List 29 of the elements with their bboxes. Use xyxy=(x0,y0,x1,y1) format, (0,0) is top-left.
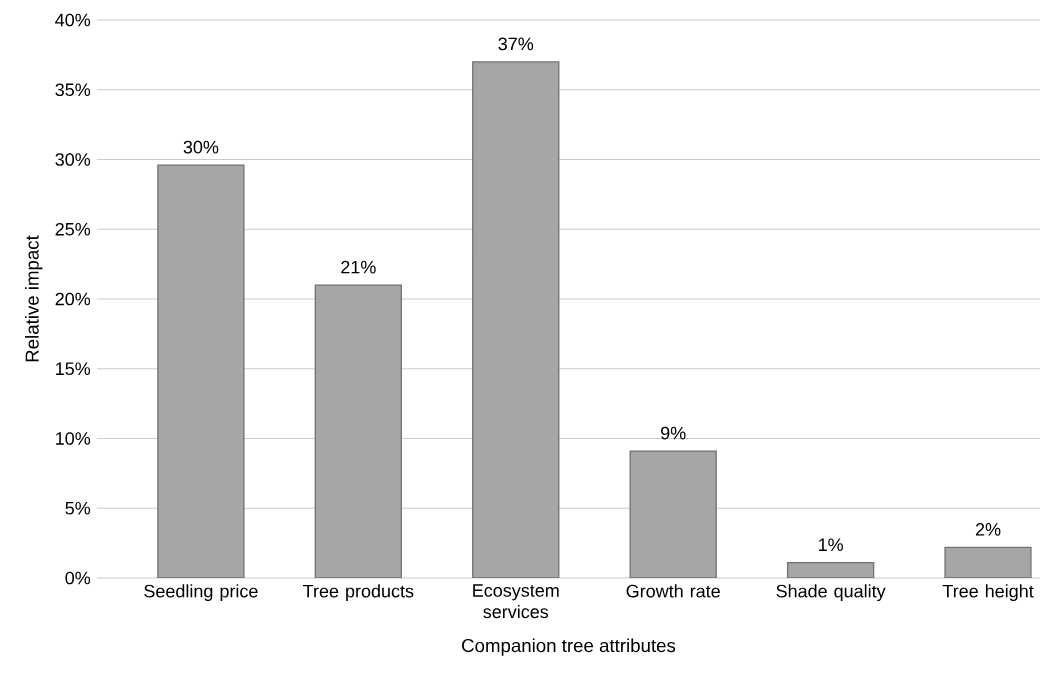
x-tick-label: Tree products xyxy=(303,584,414,602)
y-tick-label: 5% xyxy=(65,501,91,515)
x-tick-label: Ecosystem services xyxy=(473,584,559,619)
x-tick-label: Seedling price xyxy=(144,584,258,602)
data-label: 37% xyxy=(498,37,534,51)
x-tick-label: Growth rate xyxy=(626,584,720,598)
bar xyxy=(472,61,560,578)
bar xyxy=(629,450,717,578)
x-axis-title: Companion tree attributes xyxy=(462,638,676,656)
data-label: 21% xyxy=(341,260,376,274)
data-label: 2% xyxy=(975,523,1001,536)
y-axis-title: Relative impact xyxy=(25,235,43,362)
x-tick-label: Shade quality xyxy=(776,584,886,602)
data-label: 30% xyxy=(183,140,219,154)
bar xyxy=(314,284,402,578)
y-tick-label: 30% xyxy=(55,153,91,166)
x-tick-label: Tree height xyxy=(942,584,1034,602)
y-tick-label: 40% xyxy=(55,13,91,27)
y-tick-label: 10% xyxy=(56,432,91,445)
y-tick-label: 15% xyxy=(56,362,91,376)
bar xyxy=(157,164,245,578)
data-label: 9% xyxy=(661,426,686,440)
y-tick-label: 25% xyxy=(55,222,91,236)
y-tick-label: 35% xyxy=(55,83,91,97)
bar xyxy=(786,561,875,578)
y-tick-label: 20% xyxy=(55,292,91,306)
data-label: 1% xyxy=(818,538,843,552)
bar xyxy=(944,546,1032,578)
y-tick-label: 0% xyxy=(65,571,91,585)
